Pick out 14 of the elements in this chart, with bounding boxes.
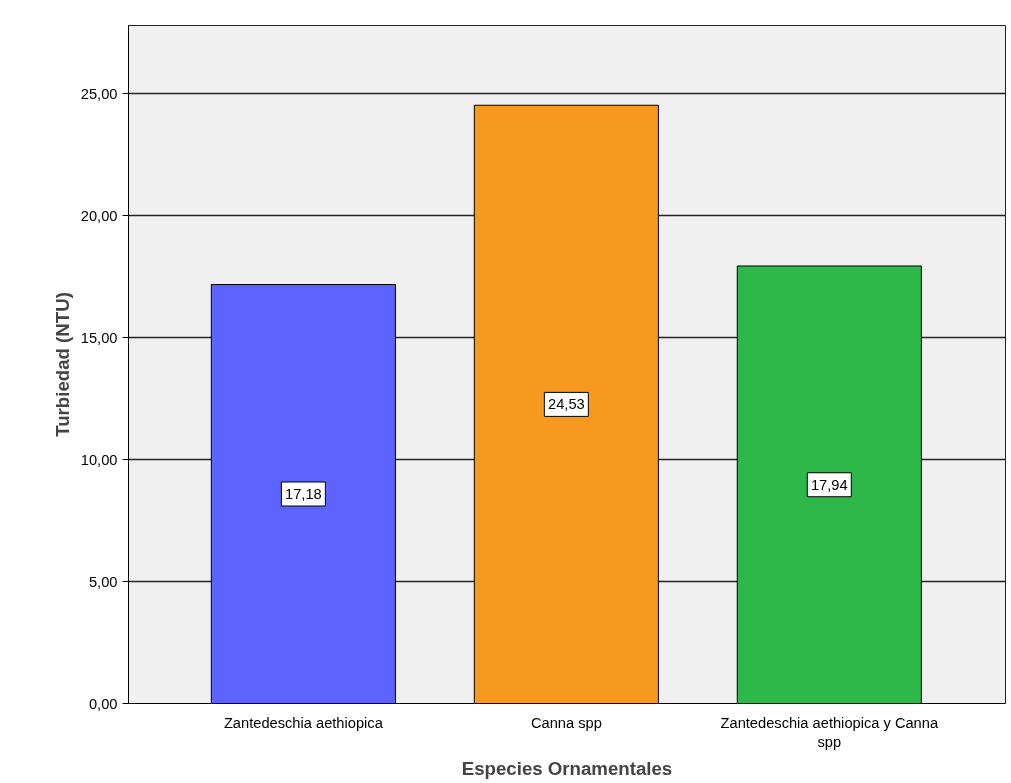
data-label: 17,18: [285, 486, 322, 502]
y-tick-label: 10,00: [80, 451, 118, 468]
x-tick-label: Zantedeschia aethiopica: [223, 714, 384, 731]
y-tick-label: 0,00: [88, 695, 118, 712]
y-tick-label: 25,00: [80, 85, 118, 102]
x-tick-label: Zantedeschia aethiopica y Canna spp: [720, 714, 939, 750]
y-axis-title: Turbiedad (NTU): [51, 292, 73, 437]
y-tick-label: 15,00: [80, 329, 118, 346]
y-tick-label: 5,00: [88, 573, 118, 590]
y-tick-label: 20,00: [80, 207, 118, 224]
x-axis-title: Especies Ornamentales: [461, 757, 673, 779]
data-label: 17,94: [810, 476, 848, 493]
x-tick-label: Canna spp: [530, 714, 602, 731]
data-label: 24,53: [548, 396, 585, 413]
